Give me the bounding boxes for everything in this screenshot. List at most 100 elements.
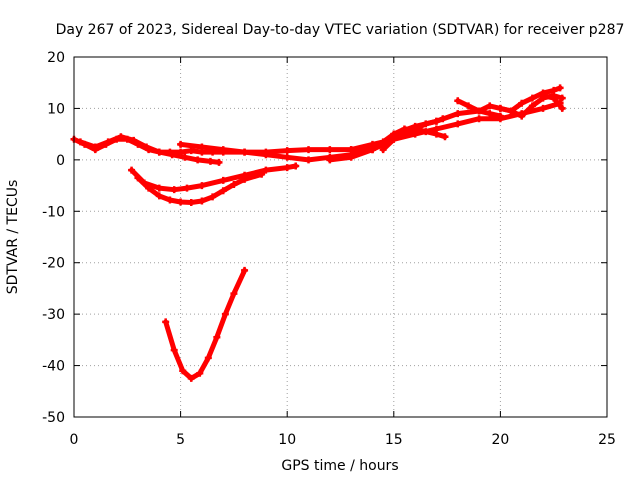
data-point [241,266,249,274]
data-point [422,128,430,136]
data-point [539,104,547,112]
x-tick-label: 0 [70,432,79,448]
data-point [262,151,270,159]
data-point [439,115,447,123]
data-point [162,318,170,326]
data-point [347,153,355,161]
data-point [432,117,440,125]
data-point [196,369,204,377]
data-point [215,158,223,166]
data-point [206,157,214,165]
data-point [241,148,249,156]
data-point [168,151,176,159]
y-axis-label: SDTVAR / TECUs [5,180,21,295]
data-point [219,187,227,195]
data-point [145,184,153,192]
y-tick-label: 0 [56,153,65,169]
data-point [187,199,195,207]
series-trace [178,141,375,163]
x-axis-label: GPS time / hours [281,458,398,474]
data-point [283,153,291,161]
data-point [104,138,112,146]
data-point [181,153,189,161]
data-point [292,162,300,170]
data-point [518,99,526,107]
data-point [454,120,462,128]
data-point [486,110,494,118]
data-point [170,346,178,354]
series-trace [129,163,299,193]
data-point [76,138,84,146]
data-point [230,181,238,189]
data-point [368,140,376,148]
series-arc-13 [539,92,566,112]
series-trace [163,267,248,381]
data-point [528,94,536,102]
data-series [70,84,566,382]
data-point [347,146,355,154]
data-point [556,84,564,92]
chart-title: Day 267 of 2023, Sidereal Day-to-day VTE… [56,22,625,38]
data-point [558,94,566,102]
data-point [454,110,462,118]
data-point [422,120,430,128]
series-trace [348,85,563,153]
data-point [454,97,462,105]
data-point [496,112,504,120]
y-tick-label: -50 [42,410,65,426]
data-point [198,143,206,151]
data-point [432,130,440,138]
data-point [258,170,266,178]
data-point [550,94,558,102]
data-point [411,125,419,133]
data-point [183,184,191,192]
x-tick-label: 25 [598,432,616,448]
data-point [128,166,136,174]
data-point [170,186,178,194]
data-point [179,367,187,375]
data-point [130,136,138,144]
data-point [194,156,202,164]
data-point [326,156,334,164]
x-tick-label: 15 [385,432,403,448]
data-point [198,197,206,205]
data-point [213,333,221,341]
data-point [400,125,408,133]
data-point [539,92,547,100]
data-point [558,104,566,112]
data-point [262,166,270,174]
data-point [204,354,212,362]
data-point [221,310,229,318]
y-tick-label: 10 [47,101,65,117]
data-point [305,156,313,164]
y-tick-label: -40 [42,359,65,375]
series-arc-6 [162,266,249,382]
y-tick-label: -30 [42,307,65,323]
data-point [177,198,185,206]
series-arc-11 [454,97,504,120]
data-point [475,107,483,115]
data-point [241,175,249,183]
x-tick-label: 10 [278,432,296,448]
data-point [219,146,227,154]
data-point [379,146,387,154]
data-point [187,374,195,382]
series-arc-8 [347,84,564,154]
y-tick-label: -20 [42,256,65,272]
data-point [464,102,472,110]
data-point [209,193,217,201]
data-point [155,184,163,192]
data-point [379,138,387,146]
data-point [91,143,99,151]
data-point [507,107,515,115]
data-point [305,146,313,154]
x-tick-label: 20 [491,432,509,448]
axis-ticks: 0 5 10 15 20 25 -50 -40 -30 -20 -10 0 10 20 [42,50,616,448]
data-point [496,104,504,112]
data-point [166,196,174,204]
data-point [486,102,494,110]
data-point [219,176,227,184]
data-point [475,115,483,123]
data-point [230,290,238,298]
